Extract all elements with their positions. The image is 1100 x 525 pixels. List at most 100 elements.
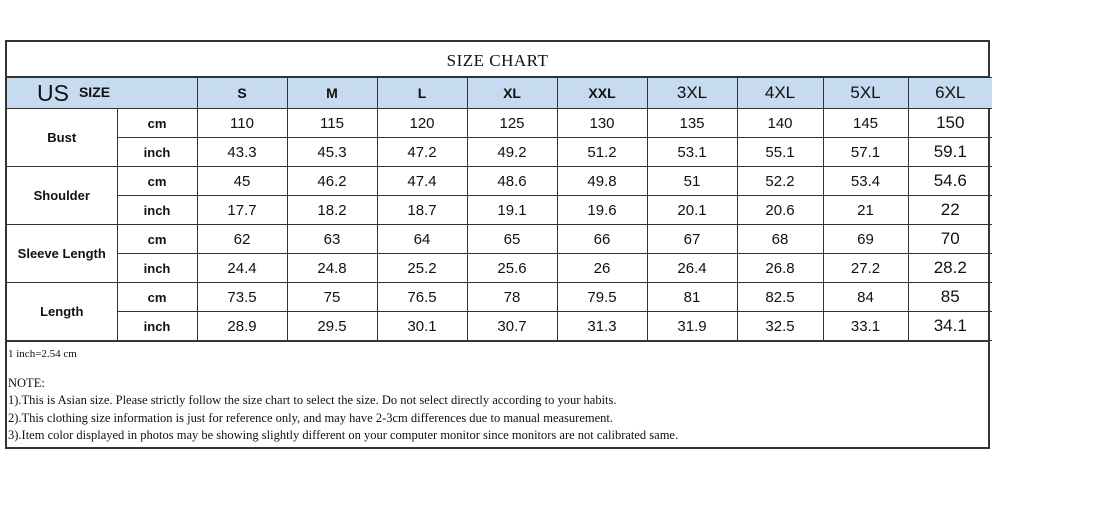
value-cell: 64 (376, 224, 468, 254)
size-header-4xl: 4XL (736, 77, 824, 109)
value-cell: 18.7 (376, 195, 468, 225)
value-cell: 27.2 (822, 253, 909, 283)
value-cell: 26.4 (646, 253, 738, 283)
value-cell: 78 (466, 282, 558, 312)
unit-label: inch (117, 195, 198, 225)
value-cell: 29.5 (286, 311, 378, 341)
table-row: Sleeve Length cm 62 63 64 65 66 67 68 69 70 (7, 224, 993, 283)
value-cell: 76.5 (376, 282, 468, 312)
chart-title: SIZE CHART (7, 42, 988, 77)
value-cell: 34.1 (907, 311, 993, 341)
measurement-label: Sleeve Length (7, 224, 118, 283)
value-cell: 43.3 (196, 137, 288, 167)
value-cell: 31.3 (556, 311, 648, 341)
value-cell: 30.1 (376, 311, 468, 341)
value-cell: 47.2 (376, 137, 468, 167)
value-cell: 110 (196, 108, 288, 138)
value-cell: 46.2 (286, 166, 378, 196)
value-cell: 26 (556, 253, 648, 283)
value-cell: 30.7 (466, 311, 558, 341)
size-header-m: M (286, 77, 378, 109)
notes-heading: NOTE: (8, 375, 45, 390)
value-cell: 150 (907, 108, 993, 138)
measurement-label: Shoulder (7, 166, 118, 225)
value-cell: 20.1 (646, 195, 738, 225)
value-cell: 22 (907, 195, 993, 225)
value-cell: 140 (736, 108, 824, 138)
value-cell: 24.8 (286, 253, 378, 283)
value-cell: 21 (822, 195, 909, 225)
value-cell: 51.2 (556, 137, 648, 167)
value-cell: 45 (196, 166, 288, 196)
size-header-xl: XL (466, 77, 558, 109)
size-header-6xl: 6XL (907, 77, 993, 109)
conversion-note: 1 inch=2.54 cm (8, 348, 77, 360)
table-row: Length cm 73.5 75 76.5 78 79.5 81 82.5 84 85 (7, 282, 993, 341)
value-cell: 45.3 (286, 137, 378, 167)
measurement-label: Length (7, 282, 118, 341)
value-cell: 135 (646, 108, 738, 138)
size-header-xxl: XXL (556, 77, 648, 109)
value-cell: 49.2 (466, 137, 558, 167)
value-cell: 82.5 (736, 282, 824, 312)
unit-label: inch (117, 253, 198, 283)
value-cell: 24.4 (196, 253, 288, 283)
value-cell: 33.1 (822, 311, 909, 341)
value-cell: 19.1 (466, 195, 558, 225)
value-cell: 49.8 (556, 166, 648, 196)
unit-label: inch (117, 311, 198, 341)
size-header-s: S (196, 77, 288, 109)
value-cell: 59.1 (907, 137, 993, 167)
value-cell: 65 (466, 224, 558, 254)
size-header-l: L (376, 77, 468, 109)
value-cell: 53.1 (646, 137, 738, 167)
value-cell: 115 (286, 108, 378, 138)
us-size-header: US SIZE (7, 77, 198, 109)
value-cell: 32.5 (736, 311, 824, 341)
value-cell: 54.6 (907, 166, 993, 196)
unit-label: cm (116, 166, 198, 196)
size-table: US SIZE S M L XL XXL 3XL 4XL 5XL 6XL Bust cm 110 115 12… (7, 77, 993, 341)
value-cell: 25.6 (466, 253, 558, 283)
table-row: Shoulder cm 45 46.2 47.4 48.6 49.8 51 52.2 53.4 54… (7, 166, 993, 225)
value-cell: 79.5 (556, 282, 648, 312)
value-cell: 28.9 (196, 311, 288, 341)
value-cell: 75 (286, 282, 378, 312)
table-row: inch 28.9 29.5 30.1 30.7 31.3 31.9 32.5 33.1 34.1 (7, 311, 993, 341)
value-cell: 53.4 (822, 166, 909, 196)
note-item: 1).This is Asian size. Please strictly f… (8, 393, 617, 407)
value-cell: 25.2 (376, 253, 468, 283)
value-cell: 81 (646, 282, 738, 312)
unit-label: cm (116, 282, 198, 312)
value-cell: 17.7 (196, 195, 288, 225)
value-cell: 120 (376, 108, 468, 138)
table-row: inch 24.4 24.8 25.2 25.6 26 26.4 26.8 27.2 28.2 (7, 253, 993, 283)
value-cell: 62 (196, 224, 288, 254)
note-item: 3).Item color displayed in photos may be… (8, 428, 679, 442)
size-header-3xl: 3XL (646, 77, 738, 109)
us-label: US (37, 79, 69, 106)
value-cell: 57.1 (822, 137, 909, 167)
value-cell: 51 (646, 166, 738, 196)
value-cell: 52.2 (736, 166, 824, 196)
value-cell: 125 (466, 108, 558, 138)
value-cell: 69 (822, 224, 909, 254)
size-label: SIZE (78, 83, 111, 100)
value-cell: 85 (907, 282, 993, 312)
value-cell: 130 (556, 108, 648, 138)
value-cell: 70 (907, 224, 993, 254)
value-cell: 18.2 (286, 195, 378, 225)
table-row: inch 43.3 45.3 47.2 49.2 51.2 53.1 55.1 57.1 59.1 (7, 137, 993, 167)
value-cell: 145 (822, 108, 909, 138)
size-header-5xl: 5XL (822, 77, 909, 109)
value-cell: 63 (286, 224, 378, 254)
notes-section: 1 inch=2.54 cm NOTE: 1).This is Asian si… (7, 341, 988, 447)
table-row: Bust cm 110 115 120 125 130 135 140 145 150 (7, 108, 993, 167)
value-cell: 19.6 (556, 195, 648, 225)
size-chart: SIZE CHART US SIZE S M L XL XXL 3XL 4XL 5XL 6XL Bus… (5, 40, 993, 449)
measurement-label: Bust (7, 108, 118, 167)
header-row: US SIZE S M L XL XXL 3XL 4XL 5XL 6XL (7, 77, 993, 109)
value-cell: 73.5 (196, 282, 288, 312)
table-row: inch 17.7 18.2 18.7 19.1 19.6 20.1 20.6 21 22 (7, 195, 993, 225)
value-cell: 20.6 (736, 195, 824, 225)
